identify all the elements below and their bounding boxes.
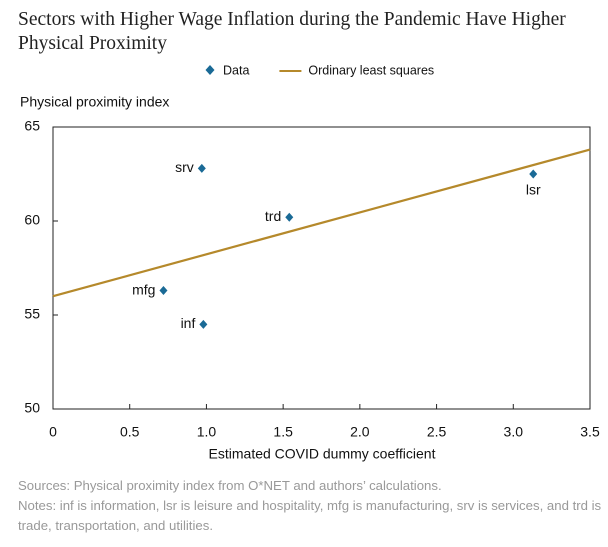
legend-label: Data bbox=[223, 63, 249, 77]
y-tick-label: 65 bbox=[24, 118, 40, 134]
footnote: Sources: Physical proximity index from O… bbox=[18, 478, 442, 493]
legend-label: Ordinary least squares bbox=[308, 63, 434, 77]
ols-line bbox=[52, 148, 591, 298]
point-label: trd bbox=[265, 208, 281, 224]
footnotes: Sources: Physical proximity index from O… bbox=[18, 476, 603, 536]
point-label: lsr bbox=[526, 182, 541, 198]
point-label: srv bbox=[175, 159, 194, 175]
data-point bbox=[529, 169, 538, 179]
data-point bbox=[197, 163, 206, 173]
y-tick-label: 50 bbox=[24, 400, 40, 416]
point-label: inf bbox=[181, 315, 196, 331]
data-point bbox=[159, 286, 168, 296]
x-tick-label: 0.5 bbox=[120, 424, 140, 440]
point-label: mfg bbox=[132, 281, 155, 297]
x-axis-title: Estimated COVID dummy coefficient bbox=[209, 446, 436, 462]
x-tick-label: 3.0 bbox=[504, 424, 524, 440]
y-axis-title: Physical proximity index bbox=[20, 94, 169, 110]
x-tick-label: 2.0 bbox=[350, 424, 370, 440]
footnote: Notes: inf is information, lsr is leisur… bbox=[18, 498, 602, 533]
plot-frame bbox=[52, 126, 591, 410]
x-tick-label: 0 bbox=[49, 424, 57, 440]
x-tick-label: 3.5 bbox=[580, 424, 600, 440]
x-tick-label: 2.5 bbox=[427, 424, 447, 440]
chart-title: Sectors with Higher Wage Inflation durin… bbox=[18, 9, 566, 54]
x-tick-label: 1.5 bbox=[273, 424, 293, 440]
legend-marker bbox=[205, 65, 215, 75]
y-tick-label: 55 bbox=[24, 306, 40, 322]
data-point bbox=[285, 212, 294, 222]
chart: Physical proximity index Estimated COVID… bbox=[20, 63, 600, 462]
y-tick-label: 60 bbox=[24, 212, 40, 228]
data-point bbox=[199, 319, 208, 329]
x-tick-label: 1.0 bbox=[197, 424, 217, 440]
